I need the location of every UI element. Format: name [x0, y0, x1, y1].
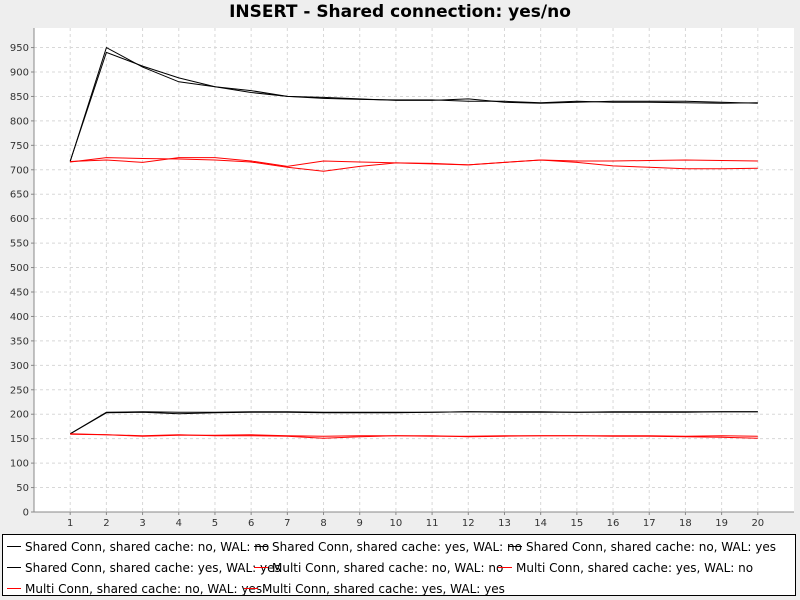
series-line-2: [69, 51, 758, 162]
x-tick-label: 13: [498, 518, 511, 529]
series-line-1: [69, 46, 758, 162]
y-tick-label: 850: [10, 92, 29, 103]
legend-item: Multi Conn, shared cache: yes, WAL: yes: [244, 582, 505, 596]
legend-item: Multi Conn, shared cache: no, WAL: no: [254, 561, 503, 575]
y-tick-label: 550: [10, 239, 29, 250]
legend-label: Multi Conn, shared cache: no, WAL: no: [272, 561, 504, 575]
legend-label: Shared Conn, shared cache: no, WAL: no: [25, 540, 270, 554]
x-tick-label: 17: [643, 518, 656, 529]
y-tick-label: 450: [10, 288, 29, 299]
legend-swatch: [7, 546, 21, 547]
legend-swatch: [498, 567, 512, 568]
y-tick-label: 100: [10, 459, 29, 470]
legend-label: Shared Conn, shared cache: yes, WAL: yes: [25, 561, 281, 575]
x-tick-label: 14: [534, 518, 547, 529]
y-axis-ticks: 0 50 100 150 200 250 300 350 400 450 500 550 600 650 7…: [10, 43, 34, 519]
y-tick-label: 700: [10, 165, 29, 176]
y-tick-label: 350: [10, 336, 29, 347]
legend-label: Multi Conn, shared cache: yes, WAL: yes: [262, 582, 505, 596]
legend-swatch: [7, 588, 21, 589]
x-tick-label: 2: [103, 518, 109, 529]
legend-label: Multi Conn, shared cache: no, WAL: yes: [25, 582, 263, 596]
y-tick-label: 800: [10, 116, 29, 127]
x-tick-label: 11: [426, 518, 439, 529]
x-axis-ticks: 1 2 3 4 5 6 7 8 9 10 11 12 13 14 15 16 17 18 19 20: [67, 512, 764, 529]
x-tick-label: 18: [679, 518, 692, 529]
x-tick-label: 16: [607, 518, 620, 529]
y-tick-label: 300: [10, 361, 29, 372]
legend-swatch: [508, 546, 522, 547]
x-tick-label: 9: [357, 518, 363, 529]
y-tick-label: 50: [16, 483, 29, 494]
x-tick-label: 8: [320, 518, 326, 529]
x-tick-label: 1: [67, 518, 73, 529]
chart-title: INSERT - Shared connection: yes/no: [229, 2, 571, 22]
series-line-8: [70, 433, 758, 439]
x-tick-label: 3: [139, 518, 145, 529]
y-tick-label: 650: [10, 190, 29, 201]
x-tick-label: 15: [570, 518, 583, 529]
y-tick-label: 150: [10, 434, 29, 445]
y-tick-label: 400: [10, 312, 29, 323]
legend-item: Multi Conn, shared cache: yes, WAL: no: [498, 561, 753, 575]
x-tick-label: 7: [284, 518, 290, 529]
y-tick-label: 0: [23, 508, 29, 519]
x-tick-label: 4: [176, 518, 182, 529]
legend-item: Shared Conn, shared cache: yes, WAL: yes: [7, 561, 281, 575]
legend-label: Multi Conn, shared cache: yes, WAL: no: [516, 561, 754, 575]
legend-swatch: [254, 567, 268, 568]
legend-swatch: [244, 588, 258, 589]
legend-item: Multi Conn, shared cache: no, WAL: yes: [7, 582, 262, 596]
chart: 0 50 100 150 200 250 300 350 400 450 500 550 600 650 7…: [10, 28, 794, 529]
legend-label: Shared Conn, shared cache: yes, WAL: no: [272, 540, 522, 554]
y-tick-label: 950: [10, 43, 29, 54]
legend-label: Shared Conn, shared cache: no, WAL: yes: [526, 540, 776, 554]
legend-swatch: [254, 546, 268, 547]
x-tick-label: 5: [212, 518, 218, 529]
legend-item: Shared Conn, shared cache: yes, WAL: no: [254, 540, 522, 554]
y-tick-label: 500: [10, 263, 29, 274]
y-tick-label: 900: [10, 68, 29, 79]
x-tick-label: 6: [248, 518, 254, 529]
y-tick-label: 750: [10, 141, 29, 152]
x-tick-label: 10: [390, 518, 403, 529]
legend: Shared Conn, shared cache: no, WAL: no Sh…: [2, 534, 796, 596]
y-tick-label: 200: [10, 410, 29, 421]
series-line-4: [69, 411, 758, 435]
series-line-6: [70, 157, 758, 167]
grid: [34, 28, 794, 513]
x-tick-label: 12: [462, 518, 475, 529]
x-tick-label: 19: [715, 518, 728, 529]
legend-item: Shared Conn, shared cache: no, WAL: yes: [508, 540, 776, 554]
plot-background: [34, 28, 794, 512]
legend-swatch: [7, 567, 21, 568]
series-lines: [69, 46, 758, 439]
y-tick-label: 250: [10, 385, 29, 396]
y-tick-label: 600: [10, 214, 29, 225]
x-tick-label: 20: [751, 518, 764, 529]
legend-item: Shared Conn, shared cache: no, WAL: no: [7, 540, 269, 554]
